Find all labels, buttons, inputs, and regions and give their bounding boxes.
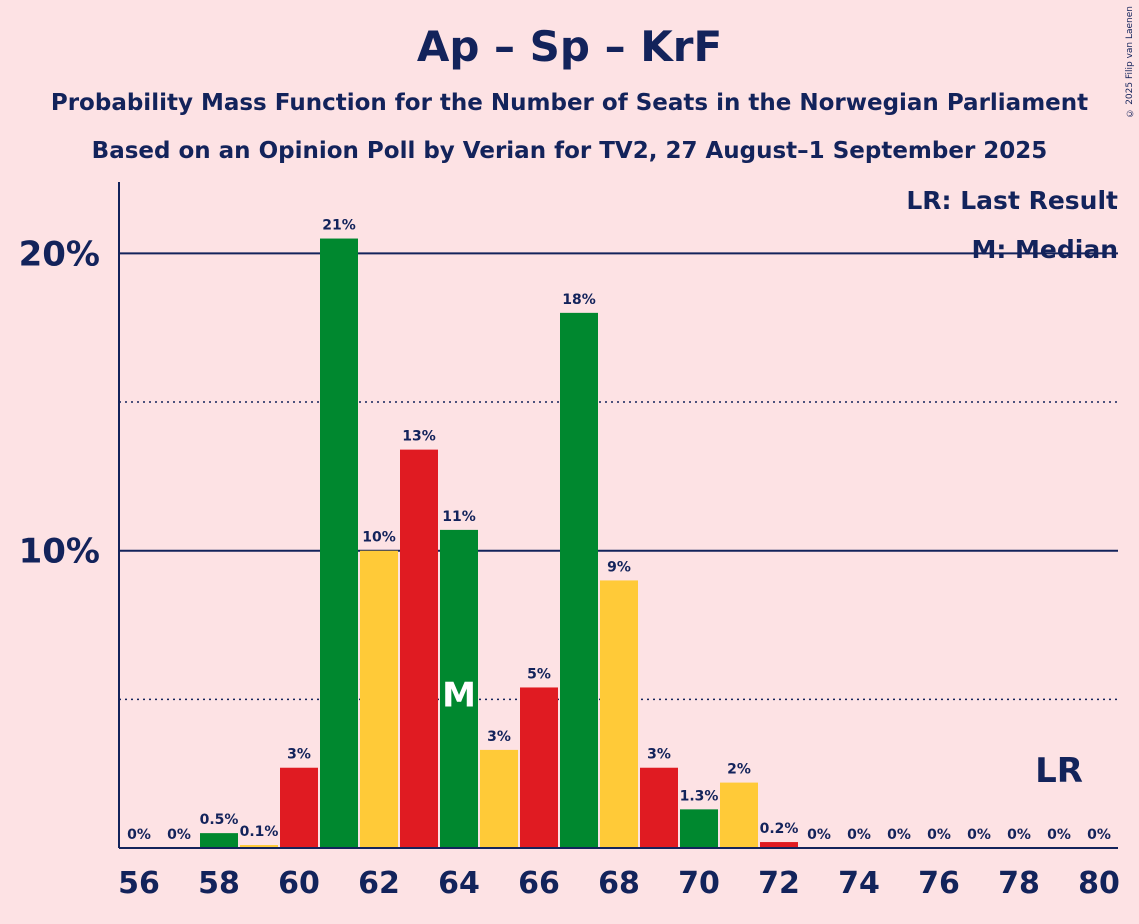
data-label-67: 18% <box>562 292 596 308</box>
x-tick-label: 68 <box>598 866 640 901</box>
data-label-78: 0% <box>1007 827 1031 843</box>
data-label-68: 9% <box>607 559 631 575</box>
chart-subtitle-1: Probability Mass Function for the Number… <box>50 90 1089 116</box>
data-label-56: 0% <box>127 827 151 843</box>
x-tick-label: 78 <box>998 866 1040 901</box>
legend-last-result: LR: Last Result <box>906 186 1118 215</box>
data-label-57: 0% <box>167 827 191 843</box>
bar-seats-66 <box>520 687 558 848</box>
data-label-62: 10% <box>362 530 396 546</box>
data-label-64: 11% <box>442 509 476 525</box>
data-label-79: 0% <box>1047 827 1071 843</box>
data-label-72: 0.2% <box>760 821 799 837</box>
bar-seats-61 <box>320 238 358 848</box>
x-tick-label: 70 <box>678 866 720 901</box>
x-tick-label: 56 <box>118 866 160 901</box>
bar-seats-71 <box>720 782 758 848</box>
bar-seats-62 <box>360 550 398 848</box>
bar-seats-64 <box>440 529 478 848</box>
data-label-76: 0% <box>927 827 951 843</box>
chart-subtitle-2: Based on an Opinion Poll by Verian for T… <box>91 138 1048 164</box>
bar-seats-63 <box>400 449 438 848</box>
data-label-75: 0% <box>887 827 911 843</box>
y-tick-label: 10% <box>19 532 100 572</box>
data-label-70: 1.3% <box>680 788 719 804</box>
x-tick-label: 74 <box>838 866 880 901</box>
legend-median: M: Median <box>971 235 1118 264</box>
y-tick-label: 20% <box>19 234 100 274</box>
bar-seats-58 <box>200 833 238 848</box>
data-label-58: 0.5% <box>200 812 239 828</box>
legend-background <box>982 233 1118 264</box>
x-tick-label: 64 <box>438 866 480 901</box>
x-tick-label: 80 <box>1078 866 1120 901</box>
data-label-80: 0% <box>1087 827 1111 843</box>
last-result-marker: LR <box>1035 751 1083 791</box>
chart-title: Ap – Sp – KrF <box>416 22 723 71</box>
bar-seats-70 <box>680 809 718 848</box>
bar-seats-69 <box>640 767 678 848</box>
bar-seats-68 <box>600 580 638 848</box>
data-label-61: 21% <box>322 218 356 234</box>
median-marker: M <box>442 675 476 715</box>
bar-seats-72 <box>760 842 798 848</box>
data-label-69: 3% <box>647 747 671 763</box>
data-label-71: 2% <box>727 762 751 778</box>
data-label-73: 0% <box>807 827 831 843</box>
x-tick-label: 60 <box>278 866 320 901</box>
x-tick-label: 58 <box>198 866 240 901</box>
data-label-59: 0.1% <box>240 824 279 840</box>
x-tick-label: 62 <box>358 866 400 901</box>
data-label-60: 3% <box>287 747 311 763</box>
x-tick-label: 76 <box>918 866 960 901</box>
bar-seats-65 <box>480 749 518 848</box>
bar-seats-59 <box>240 845 278 848</box>
data-label-63: 13% <box>402 429 436 445</box>
data-label-77: 0% <box>967 827 991 843</box>
x-tick-label: 72 <box>758 866 800 901</box>
data-label-74: 0% <box>847 827 871 843</box>
data-label-65: 3% <box>487 729 511 745</box>
bar-seats-60 <box>280 767 318 848</box>
x-tick-label: 66 <box>518 866 560 901</box>
data-label-66: 5% <box>527 666 551 682</box>
bar-seats-67 <box>560 312 598 848</box>
